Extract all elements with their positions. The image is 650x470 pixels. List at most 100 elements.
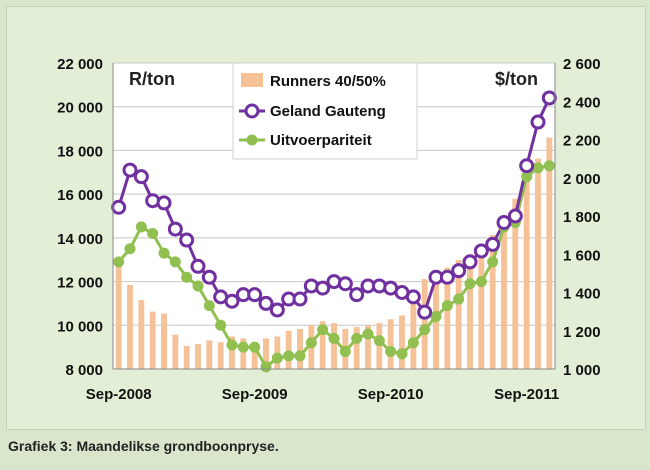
point-export-parity <box>226 339 238 351</box>
left-tick-label: 14 000 <box>57 231 103 248</box>
point-export-parity <box>181 271 193 283</box>
point-export-parity <box>192 280 204 292</box>
bar <box>444 267 451 369</box>
point-export-parity <box>147 227 159 239</box>
point-export-parity <box>419 324 431 336</box>
bar <box>489 235 496 369</box>
bar <box>149 311 156 369</box>
point-export-parity <box>453 293 465 305</box>
point-export-parity <box>158 247 170 259</box>
point-gauteng <box>519 158 535 174</box>
point-gauteng <box>485 236 501 252</box>
point-export-parity <box>283 350 295 362</box>
left-tick-label: 18 000 <box>57 143 103 160</box>
bar <box>478 244 485 369</box>
bar <box>353 326 360 369</box>
bar-series-runners <box>115 137 553 369</box>
point-export-parity <box>475 276 487 288</box>
point-gauteng <box>224 293 240 309</box>
left-tick-label: 20 000 <box>57 100 103 117</box>
point-export-parity <box>249 341 261 353</box>
point-export-parity <box>328 332 340 344</box>
x-tick-label: Sep-2008 <box>86 386 152 403</box>
right-tick-label: 1 200 <box>563 324 601 341</box>
bar <box>501 217 507 369</box>
point-gauteng <box>269 302 285 318</box>
legend-label-runners: Runners 40/50% <box>270 73 386 90</box>
bar <box>172 334 179 369</box>
point-gauteng <box>530 114 546 130</box>
point-export-parity <box>203 300 215 312</box>
point-gauteng <box>405 289 421 305</box>
bar <box>285 330 292 369</box>
point-export-parity <box>317 324 329 336</box>
point-export-parity <box>135 221 147 233</box>
point-export-parity <box>124 243 136 255</box>
point-export-parity <box>430 311 442 323</box>
axes: 8 000 10 000 12 000 14 000 16 000 18 000 20 00… <box>57 56 600 403</box>
right-tick-label: 2 000 <box>563 171 601 188</box>
x-tick-label: Sep-2009 <box>222 386 288 403</box>
point-gauteng <box>473 243 489 259</box>
bar <box>399 315 405 369</box>
legend-marker-gauteng <box>244 103 260 119</box>
bar <box>195 344 201 369</box>
bar <box>183 346 190 369</box>
point-export-parity <box>113 256 125 268</box>
legend-swatch-runners <box>241 73 263 87</box>
point-export-parity <box>237 341 249 353</box>
point-export-parity <box>169 256 181 268</box>
left-tick-label: 16 000 <box>57 187 103 204</box>
point-gauteng <box>462 254 478 270</box>
bar <box>546 137 553 369</box>
x-tick-label: Sep-2011 <box>494 386 559 403</box>
right-tick-label: 2 600 <box>563 56 601 73</box>
legend: Runners 40/50% Geland Gauteng Uitvoerpar… <box>232 62 418 160</box>
point-gauteng <box>258 295 274 311</box>
point-export-parity <box>487 256 499 268</box>
figure-panel: 8 000 10 000 12 000 14 000 16 000 18 000 20 00… <box>6 6 646 430</box>
point-gauteng <box>292 291 308 307</box>
bar <box>319 321 326 369</box>
price-chart: 8 000 10 000 12 000 14 000 16 000 18 000 20 00… <box>57 56 600 403</box>
bar <box>263 338 269 369</box>
bar <box>512 198 519 369</box>
right-tick-label: 2 400 <box>563 94 601 111</box>
point-gauteng <box>167 221 183 237</box>
point-gauteng <box>179 232 195 248</box>
point-gauteng <box>507 208 523 224</box>
right-tick-label: 1 600 <box>563 247 601 264</box>
bar <box>297 328 303 369</box>
point-gauteng <box>417 304 433 320</box>
point-gauteng <box>315 280 331 296</box>
point-export-parity <box>215 319 227 331</box>
point-export-parity <box>294 350 306 362</box>
right-tick-label: 1 400 <box>563 286 601 303</box>
right-axis-unit-label: $/ton <box>495 69 538 89</box>
point-export-parity <box>305 337 317 349</box>
point-gauteng <box>451 263 467 279</box>
point-export-parity <box>351 332 363 344</box>
bar <box>127 284 133 369</box>
point-export-parity <box>385 346 397 358</box>
bar <box>115 259 122 369</box>
point-gauteng <box>156 195 172 211</box>
point-export-parity <box>271 352 283 364</box>
bar <box>535 158 541 369</box>
left-tick-label: 10 000 <box>57 318 103 335</box>
point-export-parity <box>339 346 351 358</box>
bar <box>206 340 213 369</box>
bar <box>467 254 473 369</box>
legend-label-export: Uitvoerpariteit <box>270 132 372 149</box>
point-gauteng <box>201 269 217 285</box>
point-gauteng <box>496 215 512 231</box>
bar <box>251 344 258 369</box>
bar <box>455 259 462 369</box>
legend-label-gauteng: Geland Gauteng <box>270 103 386 120</box>
bar <box>331 323 337 369</box>
point-export-parity <box>407 337 419 349</box>
x-tick-label: Sep-2010 <box>358 386 424 403</box>
left-axis-unit-label: R/ton <box>129 69 175 89</box>
point-gauteng <box>111 199 127 215</box>
legend-marker-export <box>246 134 258 146</box>
